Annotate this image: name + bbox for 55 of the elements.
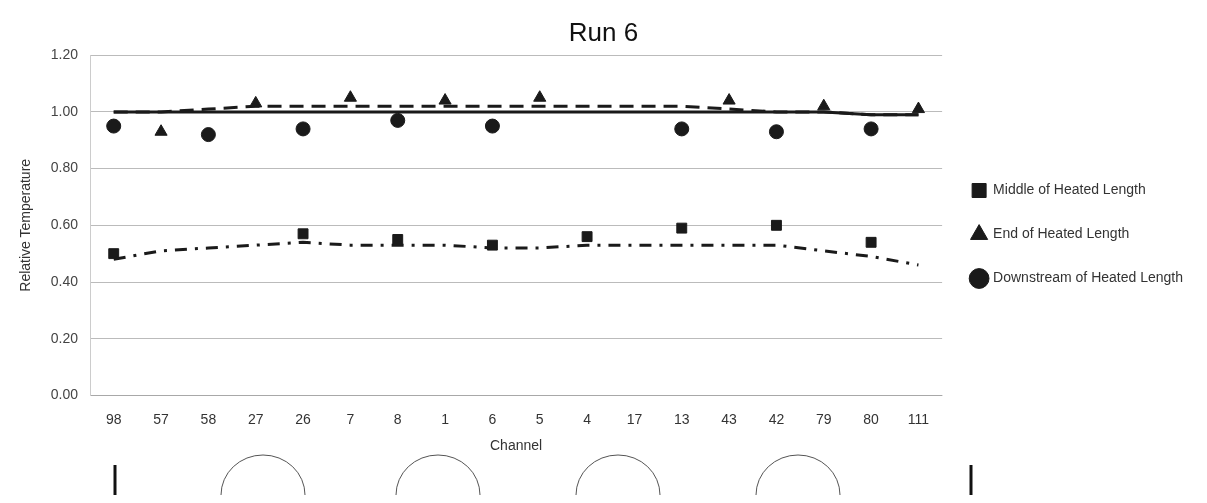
y-tick-label: 1.20 xyxy=(50,46,79,63)
legend-label: End of Heated Length xyxy=(993,225,1130,242)
chart-title: Run 6 xyxy=(568,16,639,47)
x-axis-title: Channel xyxy=(490,437,543,454)
point xyxy=(297,228,309,240)
point xyxy=(722,93,736,105)
x-tick-label: 4 xyxy=(583,410,592,427)
y-tick-label: 0.00 xyxy=(50,386,79,403)
x-tick-label: 27 xyxy=(247,410,264,427)
x-tick-label: 8 xyxy=(393,410,402,427)
x-tick-label: 58 xyxy=(200,410,217,427)
y-tick-label: 0.40 xyxy=(50,272,79,289)
y-tick-label: 0.20 xyxy=(50,329,79,346)
x-tick-label: 79 xyxy=(815,410,832,427)
point xyxy=(295,121,311,137)
point xyxy=(865,236,877,248)
point xyxy=(438,93,452,105)
y-tick-label: 0.60 xyxy=(50,216,79,233)
point xyxy=(581,231,593,243)
y-tick-label: 1.00 xyxy=(50,102,79,119)
x-tick-label: 98 xyxy=(105,410,122,427)
point xyxy=(108,248,120,260)
point xyxy=(249,95,263,108)
point xyxy=(343,90,357,102)
x-tick-label: 17 xyxy=(626,410,643,427)
x-tick-label: 57 xyxy=(153,410,170,427)
x-tick-label: 1 xyxy=(441,410,450,427)
point xyxy=(911,101,926,114)
x-tick-label: 6 xyxy=(488,410,497,427)
point xyxy=(106,118,122,134)
point xyxy=(533,90,547,102)
x-tick-label: 43 xyxy=(721,410,738,427)
point xyxy=(390,112,406,128)
point xyxy=(484,118,500,134)
x-tick-label: 5 xyxy=(535,410,544,427)
point xyxy=(770,219,782,231)
point xyxy=(768,124,784,140)
y-tick-label: 0.80 xyxy=(50,159,79,176)
legend-label: Downstream of Heated Length xyxy=(993,269,1183,286)
legend-label: Middle of Heated Length xyxy=(993,181,1146,198)
x-tick-label: 7 xyxy=(346,410,355,427)
point xyxy=(486,239,498,251)
y-axis-title: Relative Temperature xyxy=(17,158,34,292)
point xyxy=(200,127,216,143)
point xyxy=(392,234,404,245)
x-tick-label: 80 xyxy=(863,410,880,427)
x-tick-label: 13 xyxy=(673,410,690,427)
point xyxy=(817,98,831,111)
point xyxy=(676,222,688,234)
x-tick-label: 111 xyxy=(907,410,930,427)
point xyxy=(863,121,879,137)
x-tick-label: 42 xyxy=(768,410,785,427)
point xyxy=(154,124,168,136)
x-tick-label: 26 xyxy=(295,410,312,427)
point xyxy=(674,121,690,137)
